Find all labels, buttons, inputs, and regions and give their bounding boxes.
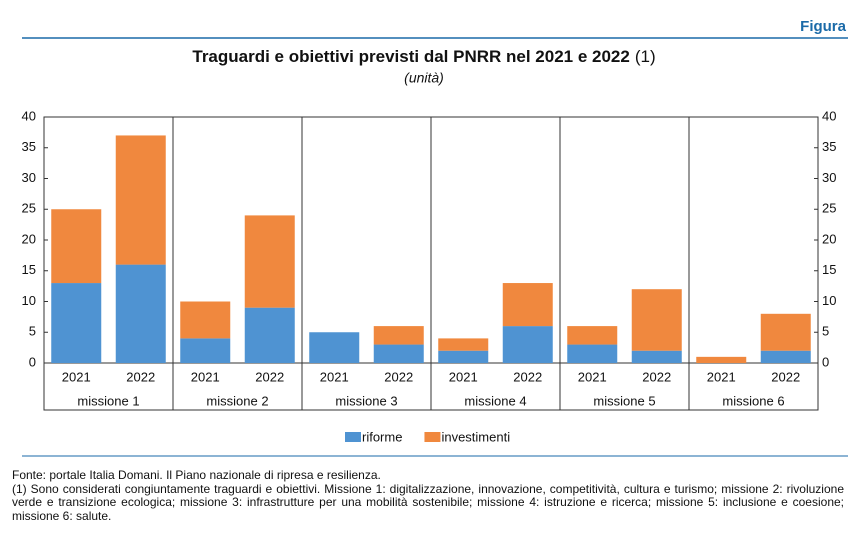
title-note: (1) [635, 47, 656, 66]
x-tick-label: 2021 [191, 369, 220, 384]
x-tick-label: 2022 [384, 369, 413, 384]
x-tick-label: 2021 [62, 369, 91, 384]
y-tick-label: 20 [22, 231, 36, 246]
bar-segment [115, 264, 166, 363]
chart-subtitle: (unità) [404, 70, 444, 86]
bar-segment [373, 344, 424, 363]
bar-segment [180, 338, 231, 363]
group-label: missione 2 [206, 393, 268, 408]
x-tick-label: 2021 [578, 369, 607, 384]
bar-segment [244, 215, 295, 308]
bar-segment [567, 344, 618, 363]
y-tick-label: 0 [29, 354, 36, 369]
bar-segment [502, 283, 553, 327]
x-tick-label: 2022 [771, 369, 800, 384]
bar-segment [631, 289, 682, 351]
x-tick-label: 2021 [449, 369, 478, 384]
bar-segment [309, 332, 360, 363]
figure-label: Figura [800, 18, 846, 35]
bar-segment [115, 135, 166, 265]
x-tick-label: 2022 [642, 369, 671, 384]
y2-tick-label: 25 [822, 201, 836, 216]
group-label: missione 4 [464, 393, 526, 408]
y-tick-label: 35 [22, 139, 36, 154]
bar-segment [631, 350, 682, 363]
y2-tick-label: 15 [822, 262, 836, 277]
y-tick-label: 40 [22, 108, 36, 123]
y-tick-label: 25 [22, 201, 36, 216]
bar-segment [51, 283, 102, 363]
footnotes: Fonte: portale Italia Domani. Il Piano n… [12, 468, 844, 523]
chart-title: Traguardi e obiettivi previsti dal PNRR … [192, 47, 655, 66]
y2-tick-label: 35 [822, 139, 836, 154]
y-tick-label: 10 [22, 293, 36, 308]
note: (1) Sono considerati congiuntamente trag… [12, 481, 844, 523]
x-tick-label: 2022 [126, 369, 155, 384]
y2-tick-label: 30 [822, 170, 836, 185]
y2-tick-label: 20 [822, 231, 836, 246]
group-label: missione 1 [77, 393, 139, 408]
bar-segment [180, 301, 231, 339]
legend-label: investimenti [441, 429, 510, 444]
y2-tick-label: 10 [822, 293, 836, 308]
legend-swatch [345, 432, 361, 442]
x-tick-label: 2021 [320, 369, 349, 384]
bar-segment [696, 356, 747, 363]
bar-segment [567, 326, 618, 345]
x-tick-label: 2021 [707, 369, 736, 384]
bar-segment [373, 326, 424, 345]
y-tick-label: 15 [22, 262, 36, 277]
y2-tick-label: 40 [822, 108, 836, 123]
bar-segment [760, 313, 811, 351]
bar-segment [502, 326, 553, 363]
y2-tick-label: 0 [822, 354, 829, 369]
group-label: missione 3 [335, 393, 397, 408]
legend-label: riforme [362, 429, 402, 444]
bar-segment [51, 209, 102, 284]
bar-segment [438, 350, 489, 363]
bar-segment [244, 307, 295, 363]
source: Fonte: portale Italia Domani. Il Piano n… [12, 468, 381, 482]
group-label: missione 6 [722, 393, 784, 408]
x-tick-label: 2022 [255, 369, 284, 384]
group-label: missione 5 [593, 393, 655, 408]
y2-tick-label: 5 [822, 324, 829, 339]
y-tick-label: 30 [22, 170, 36, 185]
bar-segment [760, 350, 811, 363]
y-tick-label: 5 [29, 324, 36, 339]
title-text: Traguardi e obiettivi previsti dal PNRR … [192, 47, 629, 66]
x-tick-label: 2022 [513, 369, 542, 384]
bar-segment [438, 338, 489, 351]
legend-swatch [424, 432, 441, 442]
